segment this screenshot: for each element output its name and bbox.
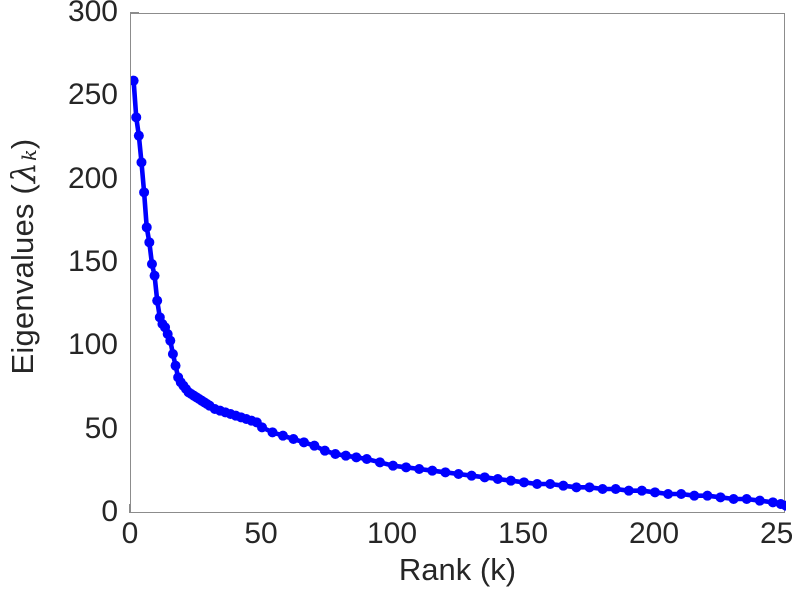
data-point-marker xyxy=(650,487,660,498)
data-point-marker xyxy=(165,335,176,346)
data-point-marker xyxy=(505,475,516,486)
data-point-marker xyxy=(374,457,385,468)
data-point-marker xyxy=(558,480,569,491)
x-axis-tick-label: 0 xyxy=(121,517,139,550)
data-point-marker xyxy=(152,295,163,306)
x-axis-tick-mark xyxy=(129,504,131,513)
data-point-marker xyxy=(440,467,451,478)
data-point-marker xyxy=(663,489,674,499)
data-point-marker xyxy=(149,270,160,281)
data-point-marker xyxy=(319,445,330,456)
eigenvalue-curve-line xyxy=(131,78,786,508)
data-point-marker xyxy=(676,489,687,499)
data-point-marker xyxy=(610,484,621,494)
x-axis-label: Rank (k) xyxy=(398,552,517,587)
y-axis-tick-label: 250 xyxy=(67,78,118,112)
data-curve-svg xyxy=(131,75,786,511)
data-point-marker xyxy=(361,454,372,464)
y-axis-tick-label: 300 xyxy=(67,0,118,28)
data-point-marker xyxy=(754,495,765,506)
plot-area xyxy=(130,13,786,513)
data-point-marker xyxy=(167,349,178,359)
y-axis-tick-label: 50 xyxy=(84,411,118,445)
data-point-marker xyxy=(519,477,529,488)
data-point-marker xyxy=(133,130,144,141)
data-point-marker xyxy=(277,430,288,441)
data-point-marker xyxy=(466,470,477,481)
data-point-marker xyxy=(146,259,157,269)
data-point-marker xyxy=(131,75,139,86)
data-point-marker xyxy=(427,465,438,476)
data-point-marker xyxy=(781,500,786,511)
x-axis-tick-label: 50 xyxy=(244,517,278,550)
data-point-marker xyxy=(330,449,341,459)
data-point-marker xyxy=(453,469,464,479)
eigenvalue-curve-markers xyxy=(131,75,786,511)
data-point-marker xyxy=(597,484,608,494)
y-axis-label-suffix: ) xyxy=(5,138,40,150)
x-axis-tick-label: 100 xyxy=(366,517,418,550)
data-point-marker xyxy=(131,112,142,123)
data-point-marker xyxy=(139,187,150,198)
data-point-marker xyxy=(267,427,278,438)
data-point-marker xyxy=(689,490,700,501)
data-point-marker xyxy=(584,482,595,493)
y-axis-tick-label: 200 xyxy=(67,161,118,195)
data-point-marker xyxy=(288,434,299,444)
data-point-marker xyxy=(141,222,152,233)
data-point-marker xyxy=(479,472,490,483)
data-point-marker xyxy=(388,460,398,471)
data-point-marker xyxy=(257,422,267,433)
y-axis-tick-label: 0 xyxy=(101,495,118,528)
data-point-marker xyxy=(170,360,181,371)
data-point-marker xyxy=(144,237,155,248)
data-point-marker xyxy=(298,437,309,448)
y-axis-tick-label: 150 xyxy=(67,245,118,278)
data-point-marker xyxy=(401,462,412,473)
data-point-marker xyxy=(414,464,425,474)
data-point-marker xyxy=(636,485,647,496)
data-point-marker xyxy=(309,440,320,451)
data-point-marker xyxy=(728,494,739,504)
data-point-marker xyxy=(623,485,634,496)
data-point-marker xyxy=(702,490,713,501)
data-point-marker xyxy=(351,452,362,463)
data-point-marker xyxy=(136,157,147,168)
y-axis-tick-label: 100 xyxy=(67,328,118,362)
data-point-marker xyxy=(545,479,556,489)
data-point-marker xyxy=(492,474,503,484)
data-point-marker xyxy=(715,492,726,503)
data-point-marker xyxy=(571,482,582,493)
data-point-marker xyxy=(741,494,752,504)
lambda-subscript: k xyxy=(17,149,41,161)
data-point-marker xyxy=(532,479,543,489)
x-axis-tick-label: 150 xyxy=(497,517,549,550)
x-axis-tick-label: 200 xyxy=(628,517,680,550)
data-point-marker xyxy=(340,450,351,461)
x-axis-tick-label: 250 xyxy=(759,517,792,550)
y-axis-tick-mark xyxy=(130,12,139,14)
data-point-marker xyxy=(767,497,778,508)
